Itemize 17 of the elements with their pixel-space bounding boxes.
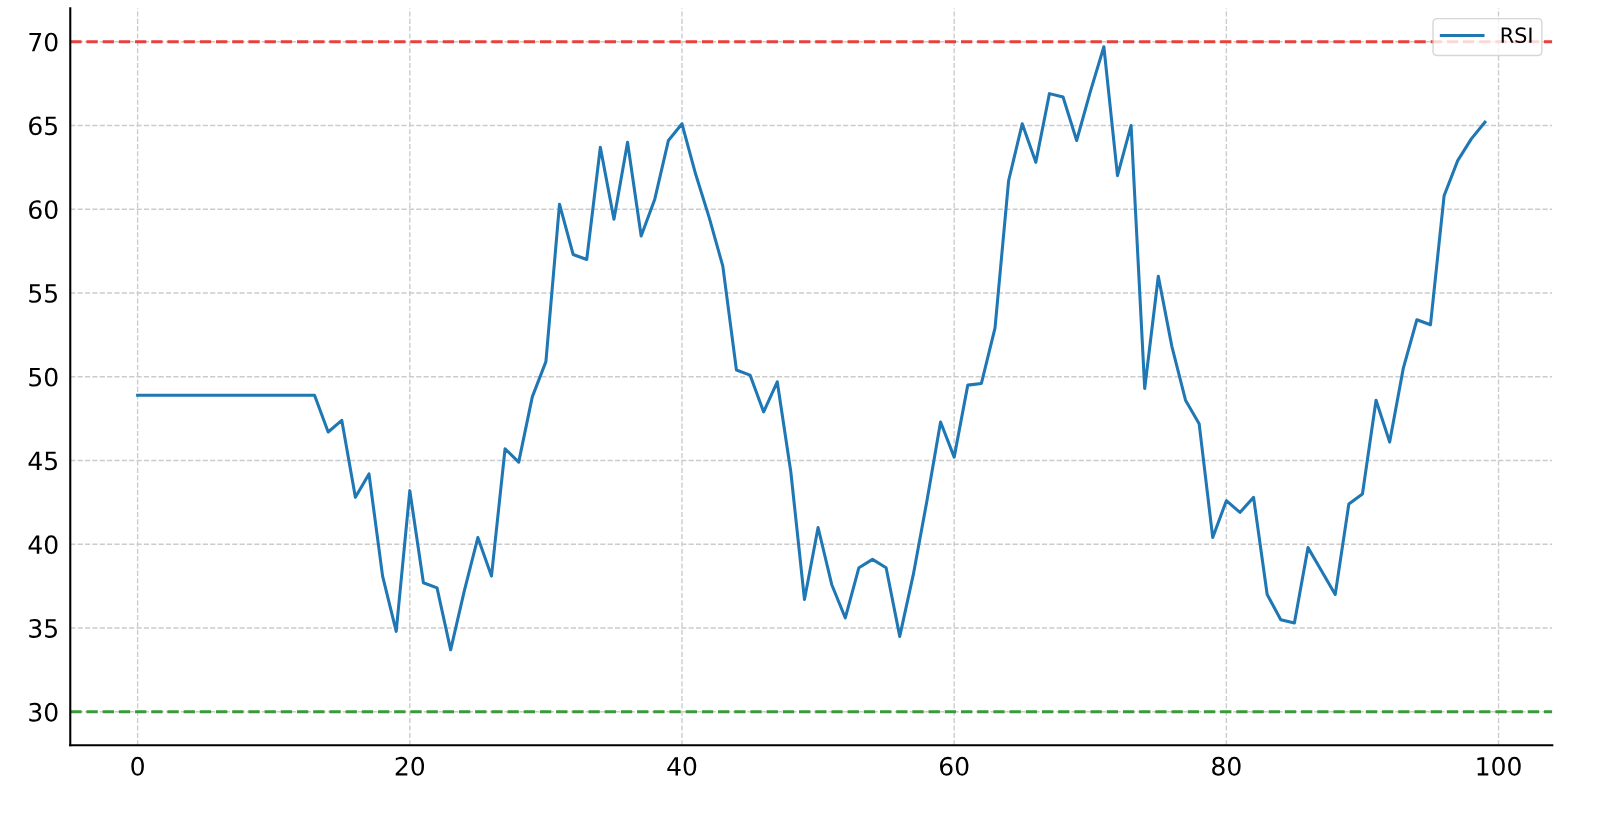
line-series [136,45,1487,652]
y-tick-label: 65 [29,116,57,136]
x-tick-label: 40 [667,756,697,776]
y-tick-label: 35 [29,618,57,638]
y-tick-label: 45 [28,451,57,471]
y-tick-label: 60 [29,200,58,220]
y-tick-label: 70 [29,32,58,52]
legend-label: RSI [1501,27,1532,44]
y-tick-label: 55 [29,284,57,303]
y-tick-label: 50 [29,367,58,387]
x-tick-label: 0 [131,756,144,776]
y-tick-label: 40 [28,535,58,555]
x-tick-label: 20 [395,756,425,776]
x-tick-label: 100 [1477,756,1521,776]
y-tick-label: 30 [29,702,58,722]
x-tick-label: 60 [940,756,969,776]
x-tick-label: 80 [1212,756,1241,776]
